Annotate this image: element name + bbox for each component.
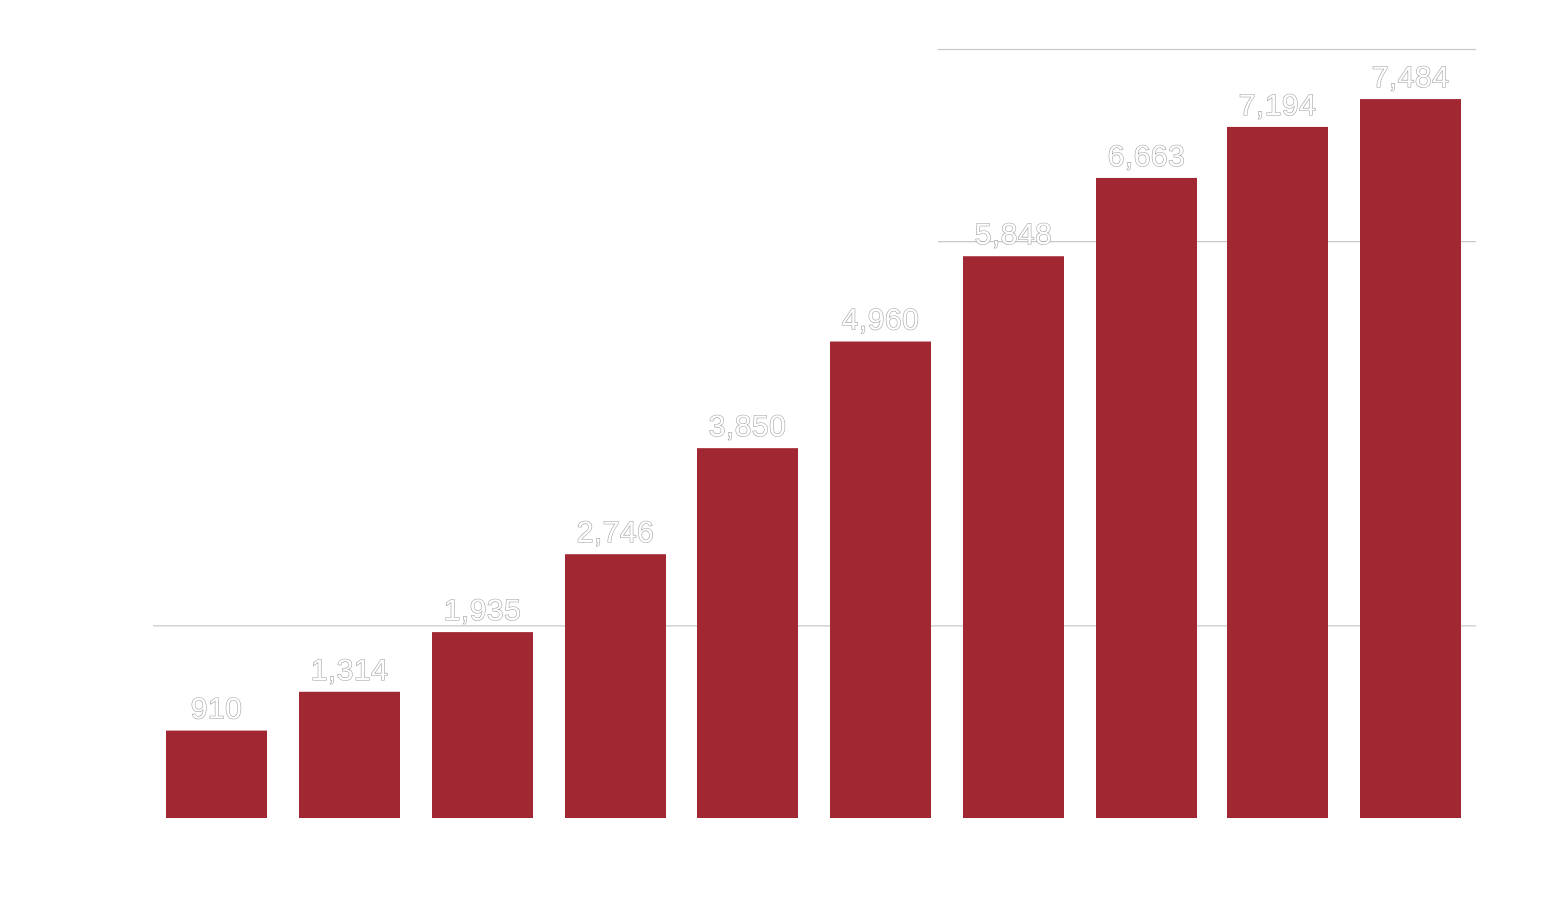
data-labels: 910 1,314 1,935 2,746 3,850 4,960 5,848 6,663 7,… (190, 61, 1450, 727)
data-label-9: 7,194 (1239, 89, 1317, 122)
bar-7 (963, 256, 1064, 818)
bar-6 (830, 341, 931, 818)
bars (166, 99, 1461, 819)
data-label-6: 4,960 (842, 304, 920, 337)
bar-4 (565, 554, 666, 818)
data-label-7: 5,848 (975, 218, 1053, 251)
data-label-8: 6,663 (1108, 140, 1186, 173)
data-label-5: 3,850 (709, 410, 787, 443)
data-label-4: 2,746 (577, 516, 655, 549)
data-label-2: 1,314 (311, 654, 389, 687)
bar-3 (432, 632, 533, 818)
bar-9 (1227, 126, 1328, 818)
bar-8 (1096, 177, 1197, 819)
bar-10 (1360, 99, 1461, 819)
bar-1 (166, 730, 267, 818)
bar-5 (697, 448, 798, 818)
bar-2 (299, 691, 400, 818)
data-label-10: 7,484 (1372, 61, 1450, 94)
data-label-3: 1,935 (444, 594, 522, 627)
data-label-1: 910 (191, 693, 243, 726)
